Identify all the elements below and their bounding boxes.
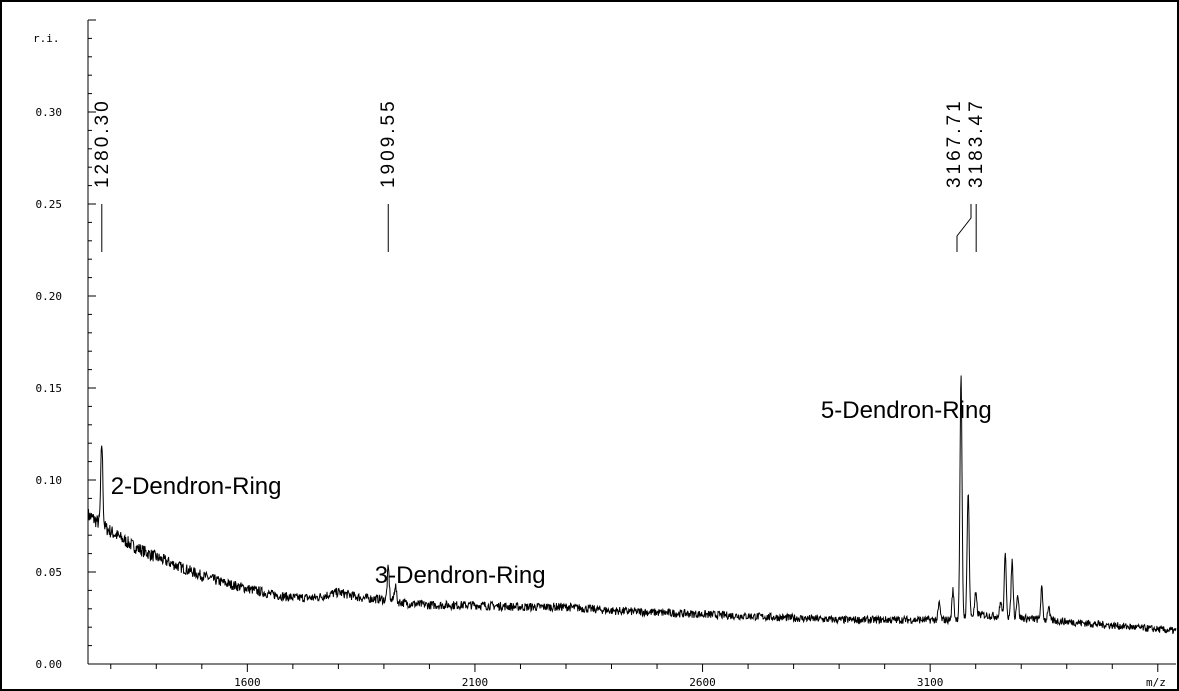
x-tick-labels: 1600 2100 2600 3100 [234,676,943,689]
peak-markers: 1280.30 1909.55 3167.71 3183.47 [92,98,987,252]
peak-label-group: 3167.71 [944,98,972,252]
peak-label: 1909.55 [378,98,399,188]
peak-label: 3167.71 [944,98,965,188]
y-tick-label: 0.05 [36,566,63,579]
axis-ticks [88,19,1159,672]
spectrum-line [87,375,1177,635]
y-tick-labels: 0.00 0.05 0.10 0.15 0.20 0.25 0.30 [36,106,63,671]
peak-marker [956,204,972,252]
y-tick-label: 0.30 [36,106,63,119]
y-tick-label: 0.20 [36,290,63,303]
annotations: 2-Dendron-Ring 3-Dendron-Ring 5-Dendron-Ri… [111,397,992,589]
x-tick-label: 2100 [462,676,489,689]
x-tick-label: 3100 [917,676,944,689]
annotation-label: 3-Dendron-Ring [375,562,546,589]
x-axis-title: m/z [1146,676,1166,689]
y-tick-label: 0.00 [36,658,63,671]
annotation-label: 5-Dendron-Ring [821,397,992,424]
peak-label-group: 3183.47 [966,98,987,252]
x-tick-label: 1600 [234,676,261,689]
peak-label-group: 1280.30 [92,98,113,252]
y-tick-label: 0.25 [36,198,63,211]
peak-label-group: 1909.55 [378,98,399,252]
annotation-label: 2-Dendron-Ring [111,473,282,500]
y-tick-label: 0.10 [36,474,63,487]
peak-label: 3183.47 [966,98,987,188]
x-tick-label: 2600 [689,676,716,689]
y-axis-title: r.i. [33,32,60,45]
y-tick-label: 0.15 [36,382,63,395]
peak-label: 1280.30 [92,98,113,188]
